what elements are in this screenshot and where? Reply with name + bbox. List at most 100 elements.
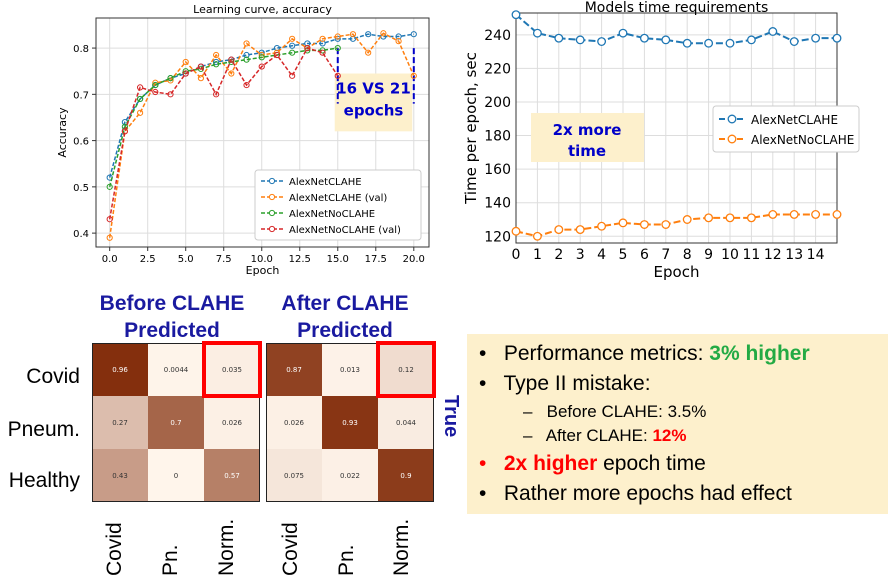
legend-marker <box>727 114 737 124</box>
cm-cell: 0.013 <box>322 343 378 396</box>
data-point <box>319 49 326 56</box>
cm-cell: 0.022 <box>322 449 378 502</box>
tick-label-x: 1 <box>533 247 542 263</box>
tick-label-x: 5.0 <box>178 254 194 265</box>
legend-entry: AlexNetNoCLAHE <box>751 133 854 147</box>
data-point <box>832 210 842 219</box>
chart-title: Models time requirements <box>585 0 769 16</box>
cm-after-title-line1: After CLAHE <box>281 292 409 315</box>
data-point <box>152 81 159 89</box>
data-point <box>554 225 564 235</box>
cm-before-col-pn: Pn. <box>159 544 182 576</box>
data-point <box>395 33 402 40</box>
chart-title: Learning curve, accuracy <box>193 3 332 16</box>
data-point <box>243 81 250 89</box>
tick-label-x: 9 <box>704 247 713 263</box>
tick-label-y: 200 <box>484 95 511 111</box>
data-point <box>349 35 357 42</box>
y-axis-label: Time per epoch, sec <box>462 52 480 205</box>
data-point <box>768 210 778 219</box>
data-point <box>319 35 326 42</box>
data-point <box>243 51 250 59</box>
cm-after-title: After CLAHE Predicted <box>245 290 445 344</box>
data-point <box>273 51 281 59</box>
data-point <box>197 75 205 82</box>
data-point <box>213 91 220 98</box>
tick-label-y: 180 <box>484 129 511 145</box>
data-point <box>304 44 311 52</box>
data-point <box>618 28 628 38</box>
data-point <box>289 72 296 79</box>
annotation-box <box>334 73 413 132</box>
data-point <box>832 33 842 43</box>
data-point <box>349 31 357 38</box>
time-requirements-chart: 0 1 2 3 4 5 6 7 8 9 10 11 12 13 1412014016018020022024… <box>462 0 860 281</box>
bullet-epoch-time: • 2x higher epoch time <box>479 452 706 476</box>
legend-marker <box>268 209 276 217</box>
cm-cell: 0.026 <box>204 396 260 449</box>
data-point <box>213 51 220 59</box>
data-point <box>197 63 205 70</box>
data-point <box>334 44 341 52</box>
tick-label-y: 0.5 <box>73 183 89 194</box>
data-point <box>258 54 265 61</box>
data-point <box>575 225 585 235</box>
data-point <box>597 221 607 231</box>
data-point <box>811 33 821 43</box>
data-point <box>410 72 417 79</box>
annotation-text: epochs <box>344 102 404 120</box>
legend-entry: AlexNetNoCLAHE <box>289 209 375 220</box>
plot-frame <box>95 17 430 248</box>
cm-cell: 0 <box>148 449 204 502</box>
data-point <box>511 10 521 20</box>
data-point <box>121 128 128 135</box>
legend-entry: AlexNetNoCLAHE (val) <box>289 225 401 236</box>
data-point <box>106 216 113 223</box>
data-point <box>532 231 542 241</box>
tick-label-x: 5 <box>619 247 628 263</box>
cm-before-col-covid: Covid <box>103 522 126 576</box>
data-point <box>213 58 220 66</box>
tick-label-y: 0.7 <box>73 90 89 101</box>
data-point <box>289 35 296 42</box>
tick-label-x: 0.0 <box>102 254 118 265</box>
tick-label-x: 13 <box>785 247 803 263</box>
tick-label-x: 14 <box>807 247 825 263</box>
bullet-type2-before-text: Before CLAHE: 3.5% <box>546 402 707 421</box>
cm-row-label-healthy: Healthy <box>8 469 80 492</box>
bullet-glyph: • <box>479 372 487 395</box>
data-point <box>319 47 326 54</box>
data-point <box>228 56 235 63</box>
data-point <box>304 40 311 47</box>
data-point <box>167 77 174 84</box>
cm-true-label: True <box>440 395 462 438</box>
data-point <box>725 38 735 48</box>
annotation-text: 16 VS 21 <box>336 80 411 98</box>
data-point <box>618 218 628 228</box>
data-point <box>334 35 341 42</box>
bullet-type2: • Type II mistake: <box>479 372 651 396</box>
tick-label-x: 0 <box>512 247 521 263</box>
data-point <box>704 213 714 223</box>
cm-before-title-line1: Before CLAHE <box>99 292 245 315</box>
data-point <box>639 220 649 229</box>
data-point <box>682 215 692 224</box>
series-line <box>515 13 837 45</box>
cm-cell: 0.87 <box>266 343 322 396</box>
tick-label-x: 4 <box>597 247 606 263</box>
series-line <box>108 47 338 188</box>
data-point <box>639 33 649 43</box>
legend-entry: AlexNetCLAHE <box>289 177 362 188</box>
tick-label-x: 12.5 <box>289 254 311 265</box>
cm-highlight-box <box>202 341 262 398</box>
cm-after-col-covid: Covid <box>279 522 302 576</box>
cm-cell: 0.9 <box>378 449 434 502</box>
data-point <box>365 49 372 56</box>
tick-label-x: 3 <box>576 247 585 263</box>
tick-label-x: 10 <box>721 247 739 263</box>
legend-entry: AlexNetCLAHE <box>751 113 838 127</box>
cm-highlight-box <box>376 341 436 398</box>
data-point <box>575 35 585 45</box>
data-point <box>410 31 417 38</box>
legend-box <box>254 169 422 241</box>
